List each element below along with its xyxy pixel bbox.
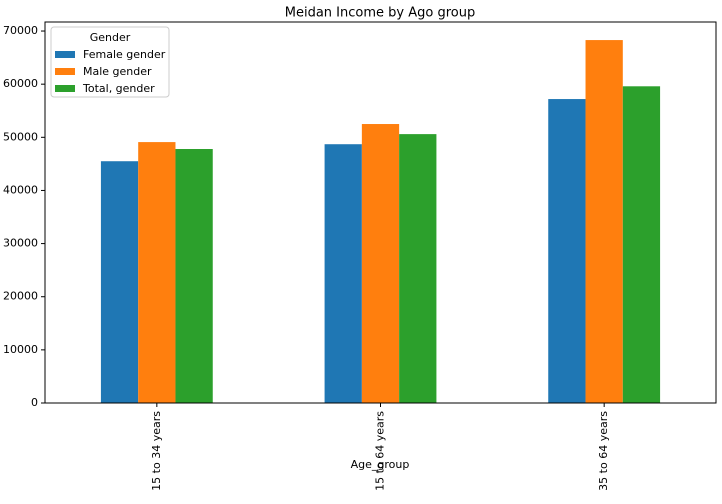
bar [585,40,623,403]
y-tick-label: 20000 [3,290,38,303]
legend-label: Male gender [83,65,152,78]
y-tick-label: 50000 [3,130,38,143]
legend-label: Total, gender [82,82,155,95]
legend-box [50,26,170,98]
bar [138,142,176,404]
bar [548,99,586,404]
bar [399,134,437,403]
y-tick-label: 40000 [3,183,38,196]
y-tick-label: 10000 [3,343,38,356]
bar [100,161,139,403]
x-tick-label: 15 to 64 years [374,411,387,491]
bar [175,149,213,403]
bar [324,144,362,403]
bar [622,86,661,404]
chart-title: Meidan Income by Ago group [285,6,475,21]
legend-swatch [55,51,75,58]
legend-swatch [55,85,75,92]
plot-frame [44,21,717,404]
y-tick-label: 30000 [3,237,38,250]
y-tick-label: 60000 [3,77,38,90]
x-tick-label: 15 to 34 years [150,411,163,491]
legend-title: Gender [90,31,131,44]
bar [361,124,400,403]
y-tick-label: 0 [31,396,38,409]
x-tick-label: 35 to 64 years [597,411,610,491]
x-axis-label: Age_group [351,458,410,471]
legend-label: Female gender [83,48,166,61]
y-tick-label: 70000 [3,24,38,37]
legend-swatch [55,68,75,75]
